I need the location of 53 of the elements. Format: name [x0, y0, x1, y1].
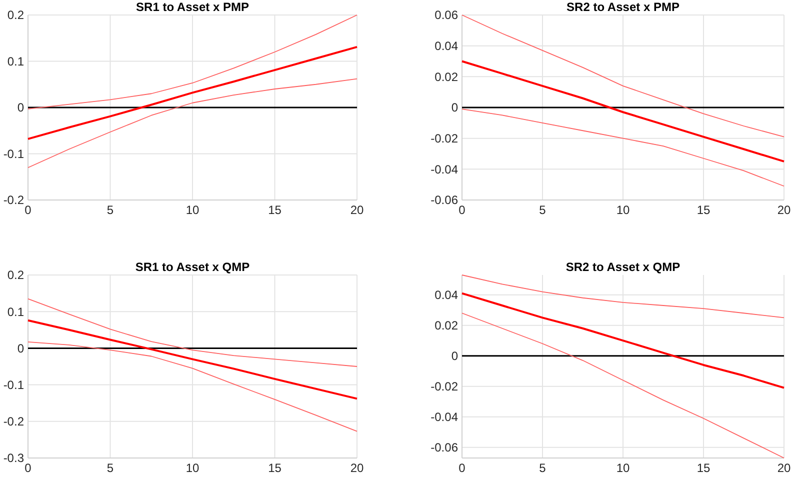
chart-title: SR2 to Asset x PMP [566, 0, 680, 14]
x-tick-label: 20 [350, 203, 364, 217]
line-series [28, 298, 358, 367]
y-tick-label: 0 [17, 341, 24, 356]
y-tick-label: -0.02 [430, 132, 458, 146]
y-tick-label: -0.2 [3, 414, 24, 429]
y-tick-label: 0.06 [434, 8, 458, 22]
x-tick-label: 5 [106, 461, 114, 475]
line-series [27, 319, 358, 400]
x-tick-label: 10 [616, 461, 630, 475]
y-tick-label: -0.06 [430, 193, 458, 208]
y-tick-label: 0.04 [434, 288, 458, 302]
y-tick-label: 0.1 [7, 54, 24, 68]
x-tick-label: 5 [539, 461, 546, 475]
y-tick-label: -0.04 [430, 162, 458, 176]
x-tick-label: 10 [616, 203, 630, 217]
y-tick-label: -0.02 [430, 380, 458, 394]
y-tick-label: -0.3 [3, 451, 24, 466]
y-tick-label: 0.2 [7, 8, 24, 22]
line-series [28, 78, 358, 168]
line-series [28, 342, 358, 432]
line-series [27, 46, 358, 140]
x-tick-label: 15 [696, 203, 710, 217]
y-tick-label: 0.02 [434, 70, 458, 84]
y-tick-label: -0.1 [3, 146, 24, 161]
y-tick-label: 0.1 [7, 304, 24, 319]
x-tick-label: 15 [268, 461, 282, 475]
y-tick-label: 0 [451, 100, 458, 115]
x-tick-label: 20 [350, 461, 364, 475]
y-tick-label: 0.2 [7, 268, 24, 282]
y-tick-label: -0.2 [3, 193, 24, 208]
x-tick-label: 20 [777, 461, 791, 475]
chart-title: SR1 to Asset x QMP [135, 260, 250, 274]
y-tick-label: 0.04 [434, 39, 458, 54]
x-tick-label: 5 [106, 203, 114, 217]
chart-title: SR2 to Asset x QMP [566, 260, 680, 274]
x-tick-label: 10 [186, 203, 200, 217]
y-tick-label: -0.04 [430, 410, 458, 424]
y-tick-label: -0.1 [3, 378, 24, 392]
line-series [461, 60, 785, 162]
x-tick-label: 20 [777, 203, 791, 217]
x-tick-label: 5 [539, 203, 546, 217]
y-tick-label: 0 [451, 349, 458, 364]
y-tick-label: 0 [17, 100, 24, 115]
chart-title: SR1 to Asset x PMP [136, 0, 249, 14]
x-tick-label: 15 [696, 461, 710, 475]
x-tick-label: 15 [268, 203, 282, 217]
y-tick-label: 0.02 [434, 318, 458, 333]
line-series [462, 108, 784, 187]
x-tick-label: 10 [186, 461, 200, 475]
line-series [461, 292, 785, 389]
y-tick-label: -0.06 [430, 440, 458, 455]
line-series [462, 274, 784, 318]
